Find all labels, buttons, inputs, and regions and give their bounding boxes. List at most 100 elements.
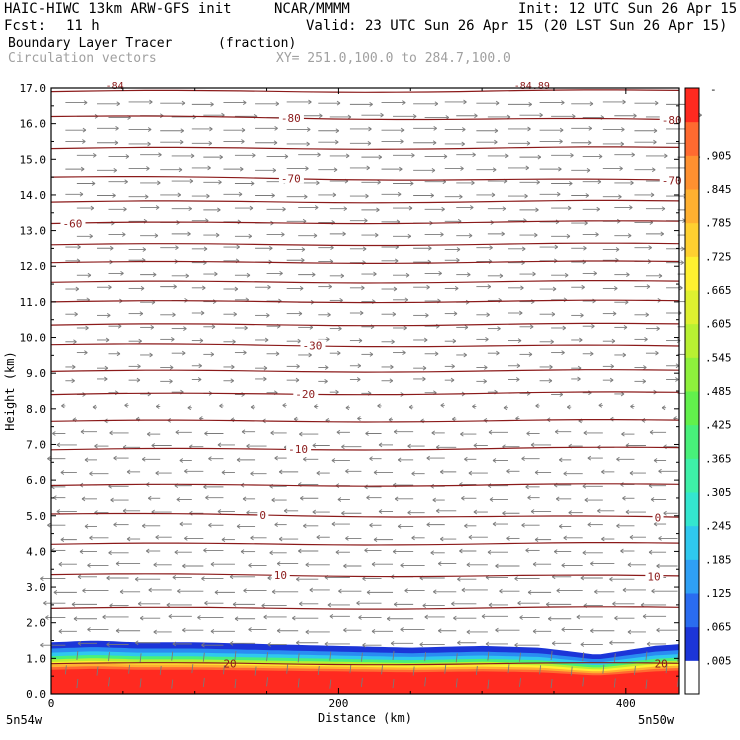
vector-head: [535, 207, 539, 213]
vector-head: [87, 627, 91, 632]
vector-head: [342, 231, 346, 237]
vector-head: [656, 563, 660, 569]
vector-head: [233, 311, 237, 317]
vector-head: [400, 127, 405, 133]
vector-head: [361, 285, 365, 291]
vector-head: [583, 245, 587, 251]
vector-head: [485, 337, 489, 342]
vector-head: [274, 455, 278, 461]
vector-head: [506, 536, 510, 541]
vector: [424, 652, 427, 662]
vector-head: [214, 590, 219, 595]
vector-head: [397, 524, 402, 529]
vector: [613, 678, 616, 688]
vector-head: [364, 548, 368, 553]
vector-head: [501, 231, 505, 237]
vector: [159, 665, 162, 675]
isotherm-label: -10: [288, 443, 308, 456]
vector-head: [530, 509, 535, 514]
vector-head: [108, 550, 112, 556]
isotherm-label: 0: [655, 511, 662, 524]
vector-head: [609, 576, 613, 582]
vector-head: [611, 338, 616, 344]
vector: [519, 677, 521, 687]
isotherm-line: [50, 89, 680, 93]
vector-head: [394, 496, 399, 502]
vector-head: [653, 458, 658, 463]
vector-head: [331, 521, 336, 527]
vector-head: [364, 218, 368, 224]
isotherm-label: 10: [647, 570, 660, 583]
vector-head: [664, 153, 668, 159]
colorbar-top-label: -: [710, 83, 717, 96]
vector-head: [559, 392, 564, 397]
forecast-hour: 11 h: [66, 18, 100, 34]
vector-head: [82, 139, 86, 144]
vector: [455, 678, 458, 688]
vector-head: [461, 141, 465, 147]
vector-head: [530, 442, 535, 448]
vector-head: [459, 548, 463, 554]
vector-head: [329, 613, 334, 619]
vector-head: [366, 165, 370, 171]
vector-head: [391, 339, 395, 345]
y-tick-label: 9.0: [26, 367, 46, 380]
vector-head: [278, 469, 283, 475]
vector-head: [610, 363, 614, 369]
vector-head: [215, 232, 220, 238]
x-start-location: 5n54w: [6, 713, 43, 727]
colorbar-segment: [685, 626, 699, 661]
vector-head: [134, 576, 139, 582]
vector-head: [198, 363, 202, 369]
colorbar-label: .905: [705, 149, 732, 162]
vector-head: [184, 536, 188, 541]
vector-head: [402, 350, 406, 355]
vector: [171, 651, 174, 661]
vector-head: [242, 496, 247, 502]
tracer-fill-layer: [51, 640, 679, 694]
vector-head: [337, 350, 341, 356]
vector-head: [359, 310, 364, 316]
vector-head: [658, 536, 662, 541]
vector-head: [142, 247, 147, 252]
y-tick-label: 7.0: [26, 438, 46, 451]
vector-head: [367, 140, 372, 146]
vector-head: [248, 563, 252, 568]
colorbar-segment: [685, 256, 699, 291]
vector-head: [626, 272, 630, 278]
vector-head: [115, 628, 120, 634]
y-tick-label: 13.0: [20, 225, 47, 238]
vector: [519, 652, 521, 662]
vector-head: [172, 312, 176, 318]
vector: [487, 679, 490, 689]
vector-head: [241, 429, 246, 435]
vector-head: [188, 206, 192, 212]
vector-head: [113, 522, 117, 528]
vector-head: [243, 588, 247, 593]
vector-head: [146, 431, 151, 437]
colorbar-segment: [685, 155, 699, 190]
vector-head: [152, 272, 157, 278]
isotherm-line: [50, 391, 680, 396]
vector-head: [333, 167, 338, 173]
vector-head: [335, 389, 339, 395]
colorbar-segment: [685, 424, 699, 459]
vector-head: [459, 194, 463, 200]
y-tick-label: 16.0: [20, 118, 47, 131]
vector-head: [71, 378, 75, 384]
isotherm-label-bg: [278, 111, 304, 123]
vector-head: [210, 628, 215, 634]
vector-head: [618, 194, 622, 200]
vector-head: [306, 127, 311, 132]
vector-head: [177, 192, 182, 198]
vector-head: [598, 154, 603, 159]
vector-head: [158, 152, 162, 158]
vector-head: [411, 152, 415, 158]
vector-head: [440, 232, 444, 237]
vector-head: [561, 563, 565, 568]
vector: [539, 665, 542, 675]
colorbar-label: .305: [705, 486, 732, 499]
vector-head: [271, 497, 275, 503]
colorbar-label: .845: [705, 183, 732, 196]
vector-head: [525, 484, 529, 490]
